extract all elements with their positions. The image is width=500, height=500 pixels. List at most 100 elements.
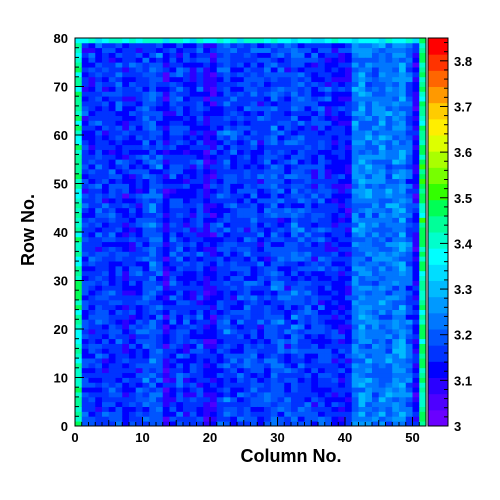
heatmap-cell bbox=[169, 411, 177, 417]
heatmap-cell bbox=[318, 67, 326, 73]
heatmap-cell bbox=[88, 396, 96, 403]
heatmap-cell bbox=[419, 280, 427, 286]
heatmap-cell bbox=[264, 173, 272, 180]
heatmap-cell bbox=[345, 285, 353, 291]
heatmap-cell bbox=[277, 62, 285, 68]
heatmap-cell bbox=[162, 275, 170, 281]
heatmap-cell bbox=[372, 324, 380, 330]
heatmap-cell bbox=[210, 299, 218, 306]
heatmap-cell bbox=[399, 280, 407, 286]
heatmap-cell bbox=[270, 333, 278, 340]
heatmap-cell bbox=[75, 149, 83, 155]
heatmap-cell bbox=[75, 387, 83, 393]
heatmap-cell bbox=[345, 343, 353, 349]
heatmap-cell bbox=[216, 139, 224, 146]
heatmap-cell bbox=[156, 101, 164, 107]
heatmap-cell bbox=[196, 280, 204, 286]
heatmap-cell bbox=[149, 265, 157, 272]
heatmap-cell bbox=[75, 333, 83, 340]
heatmap-cell bbox=[122, 139, 130, 146]
heatmap-cell bbox=[291, 319, 299, 325]
heatmap-cell bbox=[95, 401, 103, 407]
heatmap-cell bbox=[216, 120, 224, 126]
heatmap-cell bbox=[257, 236, 265, 243]
heatmap-cell bbox=[176, 198, 184, 204]
heatmap-cell bbox=[95, 382, 103, 388]
heatmap-cell bbox=[284, 159, 292, 165]
heatmap-cell bbox=[156, 76, 164, 83]
heatmap-cell bbox=[122, 227, 130, 233]
heatmap-cell bbox=[230, 42, 238, 49]
heatmap-cell bbox=[196, 324, 204, 330]
heatmap-cell bbox=[169, 275, 177, 281]
heatmap-cell bbox=[129, 372, 137, 378]
heatmap-cell bbox=[291, 329, 299, 335]
heatmap-cell bbox=[385, 198, 393, 204]
heatmap-cell bbox=[291, 411, 299, 417]
heatmap-cell bbox=[297, 358, 305, 364]
heatmap-cell bbox=[142, 232, 150, 238]
heatmap-cell bbox=[304, 149, 312, 155]
heatmap-cell bbox=[419, 275, 427, 281]
heatmap-cell bbox=[189, 149, 197, 155]
heatmap-cell bbox=[399, 256, 407, 262]
heatmap-cell bbox=[264, 382, 272, 388]
heatmap-cell bbox=[88, 285, 96, 291]
heatmap-cell bbox=[88, 265, 96, 272]
heatmap-cell bbox=[230, 217, 238, 223]
heatmap-cell bbox=[156, 222, 164, 228]
heatmap-cell bbox=[392, 280, 400, 286]
heatmap-cell bbox=[264, 270, 272, 277]
heatmap-cell bbox=[223, 367, 231, 374]
heatmap-cell bbox=[270, 299, 278, 306]
heatmap-cell bbox=[122, 71, 130, 78]
heatmap-cell bbox=[378, 198, 386, 204]
heatmap-cell bbox=[243, 251, 251, 257]
heatmap-cell bbox=[331, 168, 339, 175]
heatmap-cell bbox=[318, 304, 326, 310]
heatmap-cell bbox=[156, 168, 164, 175]
heatmap-cell bbox=[250, 202, 258, 209]
heatmap-cell bbox=[412, 358, 420, 364]
heatmap-cell bbox=[311, 91, 319, 97]
y-tick-label: 70 bbox=[54, 80, 68, 95]
heatmap-cell bbox=[365, 96, 373, 102]
heatmap-cell bbox=[142, 227, 150, 233]
heatmap-cell bbox=[196, 256, 204, 262]
heatmap-cell bbox=[183, 396, 191, 403]
heatmap-cell bbox=[351, 168, 359, 175]
heatmap-cell bbox=[324, 188, 332, 194]
heatmap-cell bbox=[142, 42, 150, 49]
heatmap-cell bbox=[129, 246, 137, 252]
heatmap-cell bbox=[385, 135, 393, 141]
x-tick-label: 10 bbox=[135, 430, 149, 445]
heatmap-cell bbox=[102, 135, 110, 141]
heatmap-cell bbox=[277, 57, 285, 63]
heatmap-cell bbox=[129, 362, 137, 369]
heatmap-cell bbox=[318, 401, 326, 407]
heatmap-cell bbox=[378, 154, 386, 160]
heatmap-cell bbox=[108, 42, 116, 49]
heatmap-cell bbox=[304, 227, 312, 233]
heatmap-cell bbox=[399, 52, 407, 58]
heatmap-cell bbox=[230, 275, 238, 281]
heatmap-cell bbox=[142, 135, 150, 141]
heatmap-cell bbox=[345, 227, 353, 233]
heatmap-cell bbox=[250, 144, 258, 150]
heatmap-cell bbox=[297, 173, 305, 180]
heatmap-cell bbox=[81, 270, 89, 277]
heatmap-cell bbox=[115, 309, 123, 315]
heatmap-cell bbox=[203, 416, 211, 422]
heatmap-cell bbox=[358, 110, 366, 116]
heatmap-cell bbox=[230, 265, 238, 272]
heatmap-cell bbox=[304, 198, 312, 204]
heatmap-cell bbox=[250, 115, 258, 121]
heatmap-cell bbox=[385, 232, 393, 238]
heatmap-cell bbox=[358, 353, 366, 359]
heatmap-cell bbox=[311, 329, 319, 335]
heatmap-cell bbox=[142, 173, 150, 180]
heatmap-cell bbox=[142, 193, 150, 199]
heatmap-cell bbox=[108, 367, 116, 374]
heatmap-cell bbox=[88, 212, 96, 218]
